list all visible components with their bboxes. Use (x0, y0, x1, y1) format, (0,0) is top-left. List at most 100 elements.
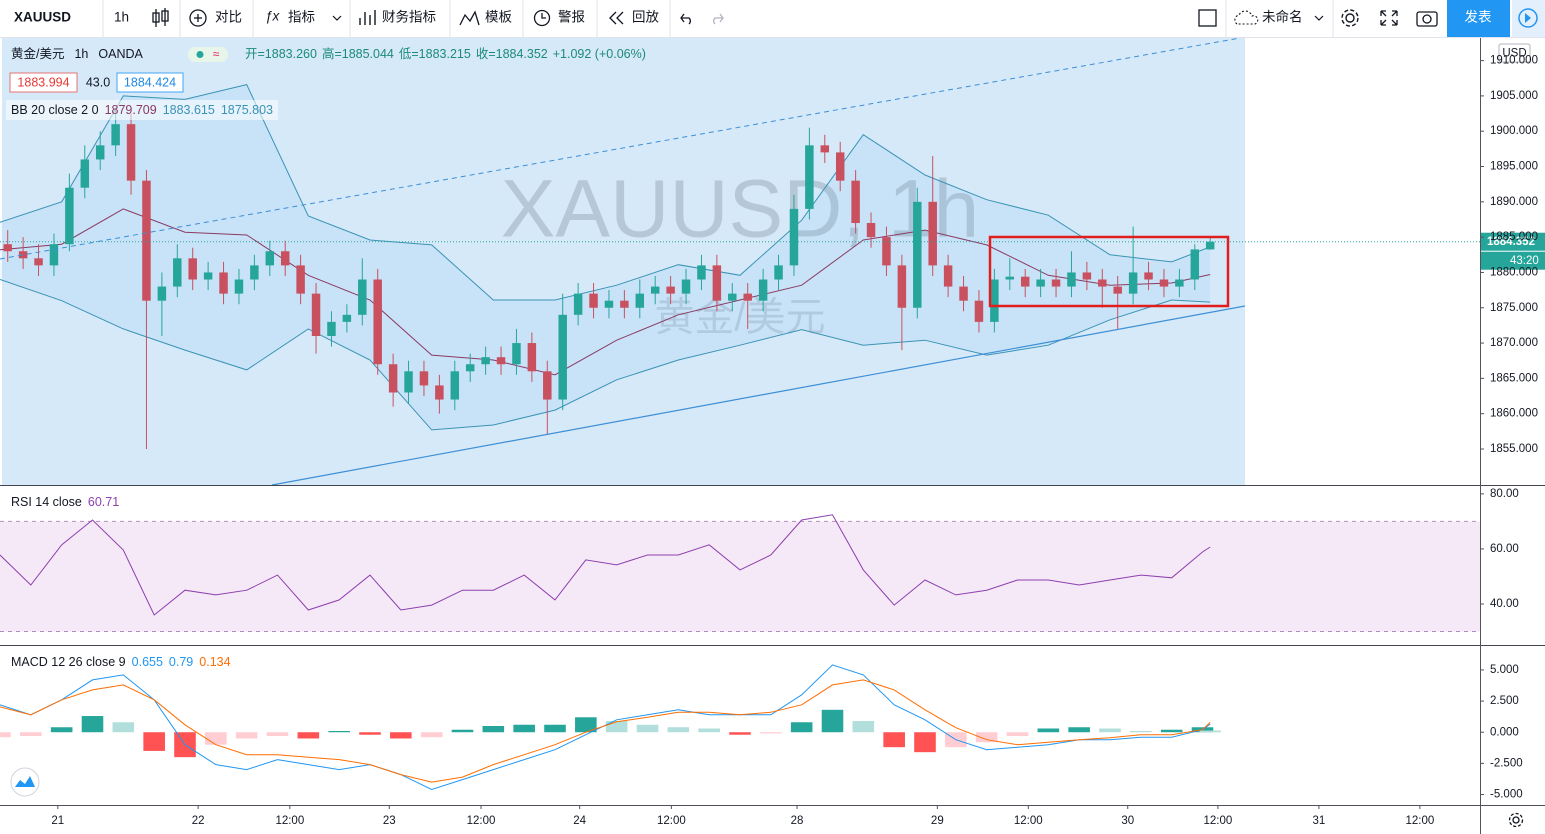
rsi-line (0, 514, 1211, 616)
financials-button[interactable]: 财务指标 (382, 10, 436, 25)
logo-button[interactable] (10, 767, 40, 797)
histogram-bar (81, 716, 104, 733)
redo-button[interactable] (713, 13, 724, 25)
histogram-bar (698, 728, 720, 733)
histogram-bar (390, 732, 412, 739)
axis-settings-button[interactable] (1508, 812, 1524, 828)
histogram-bar (760, 732, 782, 734)
candle-icon[interactable] (152, 8, 169, 27)
publish-label[interactable]: 发表 (1465, 10, 1493, 25)
watermark: XAUUSD, 1h (501, 164, 980, 255)
rsi-plot (0, 514, 1480, 633)
histogram-bar (1068, 727, 1090, 733)
trend-line-upper[interactable] (0, 37, 1241, 260)
bb-upper-line (0, 84, 1211, 301)
candle-body (80, 159, 90, 188)
bb-lower-value: 1875.803 (221, 103, 273, 117)
y-tick-label: 2.500 (1490, 695, 1519, 707)
candle-body (681, 279, 691, 294)
snapshot-button[interactable] (1416, 11, 1438, 27)
x-tick-label: 31 (1312, 815, 1325, 827)
cloud-icon[interactable] (1234, 10, 1259, 25)
macd-name: MACD 12 26 close 9 (11, 655, 126, 669)
candle-body (1051, 279, 1061, 287)
candle-body (1144, 272, 1153, 280)
layout-button[interactable] (1198, 9, 1217, 27)
histogram-bar (359, 732, 381, 735)
delay-icon: ≈ (213, 47, 220, 61)
currency-label[interactable]: USD (1502, 48, 1526, 60)
histogram-bar (1160, 729, 1183, 733)
replay-button[interactable]: 回放 (632, 10, 660, 25)
play-icon (1525, 13, 1531, 23)
replay-icon[interactable] (609, 11, 624, 25)
y-tick-label: 1905.000 (1490, 90, 1538, 102)
publish-button[interactable] (1447, 0, 1510, 37)
interval-button[interactable]: 1h (114, 10, 129, 25)
compare-button[interactable]: 对比 (215, 10, 242, 25)
logo-icon (15, 776, 35, 787)
bid-price[interactable]: 1883.994 (17, 75, 69, 89)
dropdown-arrow[interactable] (332, 15, 342, 21)
histogram-bar (0, 732, 11, 738)
alert-button[interactable]: 警报 (558, 10, 585, 25)
currency-box[interactable] (1498, 43, 1531, 63)
candle-body (435, 385, 444, 400)
y-tick-label: 1875.000 (1490, 302, 1538, 314)
candle-body (558, 314, 567, 400)
alert-icon[interactable] (533, 9, 551, 27)
candle-body (188, 258, 197, 280)
countdown-label: 43:20 (1510, 255, 1539, 267)
x-tick-label: 12:00 (657, 815, 686, 827)
histogram-bar (729, 732, 751, 735)
candle-body (666, 286, 675, 294)
symbol-title: 黄金/美元 1h OANDA (11, 46, 144, 61)
legend-source: OANDA (98, 47, 143, 61)
templates-button[interactable]: 模板 (485, 10, 513, 25)
candle-body (650, 286, 660, 294)
indicators-button[interactable]: 指标 (288, 10, 315, 25)
rsi-value: 60.71 (88, 495, 119, 509)
x-tick-label: 12:00 (1014, 815, 1043, 827)
ask-price[interactable]: 1884.424 (124, 75, 176, 89)
candle-body (95, 145, 105, 160)
candle-body (620, 300, 629, 308)
candle-body (1159, 279, 1169, 287)
candle-body (1098, 279, 1107, 287)
template-icon[interactable] (459, 10, 480, 26)
symbol[interactable]: XAUUSD (14, 10, 71, 25)
status-pill[interactable] (188, 47, 228, 62)
candle-body (142, 180, 151, 301)
layout-name[interactable]: 未命名 (1262, 9, 1303, 25)
histogram-bar (1130, 730, 1152, 733)
bb-name: BB 20 close 2 0 (11, 103, 99, 117)
financials-icon[interactable] (359, 10, 376, 25)
compare-icon[interactable] (189, 9, 207, 27)
candle-body (1175, 279, 1184, 287)
candle-body (1020, 276, 1030, 287)
dropdown-arrow[interactable] (1314, 15, 1324, 21)
highlight-box[interactable] (988, 235, 1230, 308)
candle-body (820, 145, 830, 153)
change-value: +1.092 (+0.06%) (553, 47, 646, 61)
y-tick-label: 1880.000 (1490, 266, 1538, 278)
candle-body (697, 265, 706, 280)
settings-button[interactable] (1341, 9, 1359, 27)
candle-body (990, 279, 999, 322)
histogram-bar (667, 727, 690, 733)
candle-body (126, 124, 136, 181)
candle-body (1082, 272, 1092, 280)
sell-box[interactable] (9, 72, 78, 93)
undo-button[interactable] (680, 13, 691, 25)
fx-icon[interactable]: ƒx (265, 9, 281, 24)
bb-legend: BB 20 close 2 0 1879.709 1883.615 1875.803 (11, 103, 273, 117)
buy-box[interactable] (116, 72, 184, 93)
candle-body (959, 286, 968, 301)
trend-line-lower[interactable] (271, 305, 1246, 486)
histogram-value: 0.134 (199, 655, 230, 669)
legend-interval: 1h (74, 47, 88, 61)
fullscreen-button[interactable] (1380, 10, 1398, 26)
x-tick-label: 12:00 (467, 815, 496, 827)
y-tick-label: 1885.000 (1490, 231, 1538, 243)
histogram-bar (482, 726, 505, 733)
